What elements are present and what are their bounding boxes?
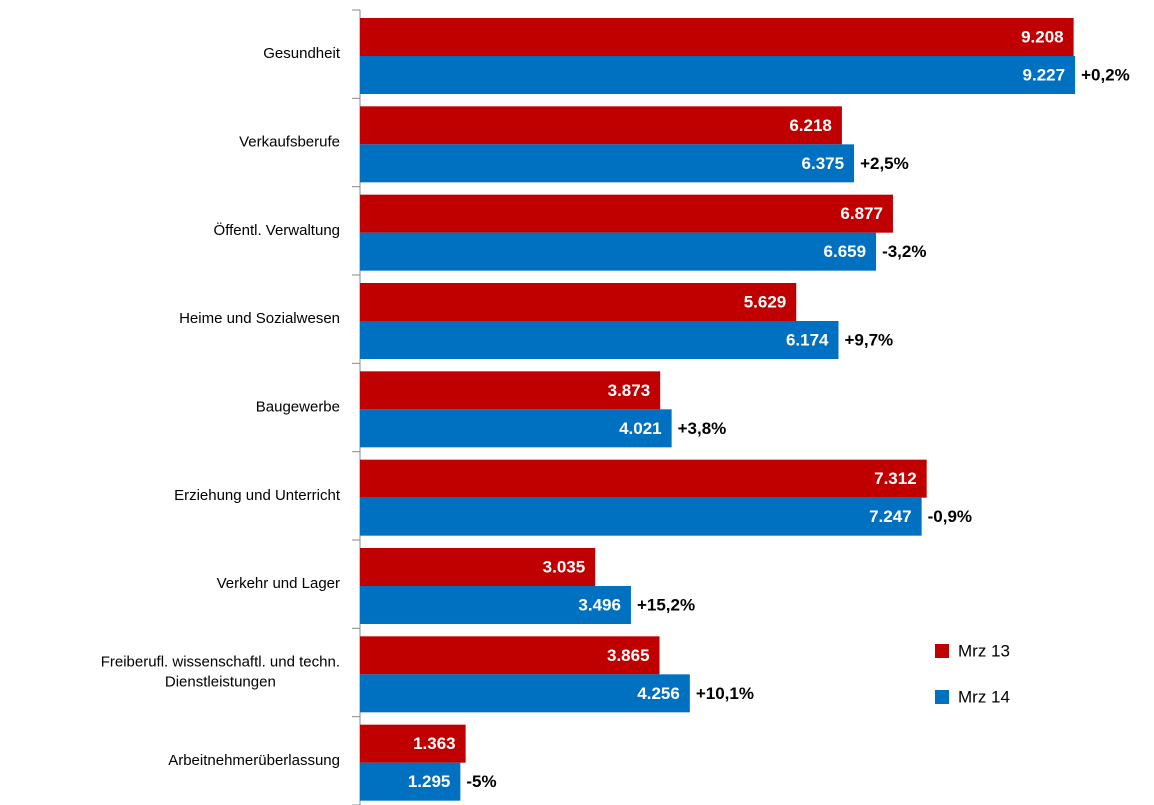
bar [360,283,797,321]
legend-swatch [935,690,949,704]
change-annotation: -0,9% [928,507,972,526]
bar [360,194,893,233]
bar [360,56,1076,94]
value-label: 1.295 [408,772,451,791]
category-label: Heime und Sozialwesen [179,310,340,327]
bar [360,232,877,271]
bar [360,18,1074,56]
change-annotation: +2,5% [860,154,909,173]
bar [360,497,922,536]
value-label: 6.659 [824,242,867,261]
change-annotation: +9,7% [844,330,893,349]
bar [360,586,631,624]
legend-label: Mrz 14 [958,687,1010,706]
bar [360,144,855,183]
value-label: 6.218 [789,116,832,135]
change-annotation: +3,8% [678,419,727,438]
value-label: 4.256 [637,684,680,703]
bar [360,459,927,498]
bar [360,321,839,359]
change-annotation: -3,2% [882,242,926,261]
change-annotation: +10,1% [696,684,754,703]
bar [360,762,461,801]
bar [360,371,661,410]
category-label: Erziehung und Unterricht [174,487,341,504]
bar [360,548,596,586]
value-label: 3.865 [607,646,650,665]
value-label: 6.877 [840,204,883,223]
value-label: 1.363 [413,734,456,753]
value-label: 3.035 [543,557,586,576]
bar [360,674,690,713]
category-label: Baugewerbe [256,398,340,415]
value-label: 7.247 [869,507,912,526]
change-annotation: +0,2% [1081,65,1130,84]
value-label: 3.873 [608,381,651,400]
bar [360,636,660,675]
value-label: 5.629 [744,292,787,311]
bar [360,409,672,448]
category-label: Verkehr und Lager [217,575,340,592]
bar [360,724,466,763]
value-label: 6.174 [786,330,829,349]
bar [360,106,842,145]
value-label: 7.312 [874,469,917,488]
value-label: 9.227 [1023,65,1066,84]
value-label: 3.496 [578,595,621,614]
legend-label: Mrz 13 [958,641,1010,660]
value-label: 6.375 [802,154,845,173]
legend-swatch [935,644,949,658]
category-label: Freiberufl. wissenschaftl. und techn. Die… [101,653,340,690]
change-annotation: -5% [466,772,496,791]
category-label: Arbeitnehmerüberlassung [168,752,340,769]
category-label: Gesundheit [263,45,341,62]
value-label: 4.021 [619,419,662,438]
category-label: Verkaufsberufe [239,133,340,150]
value-label: 9.208 [1021,27,1064,46]
category-label: Öffentl. Verwaltung [214,221,340,239]
change-annotation: +15,2% [637,595,695,614]
